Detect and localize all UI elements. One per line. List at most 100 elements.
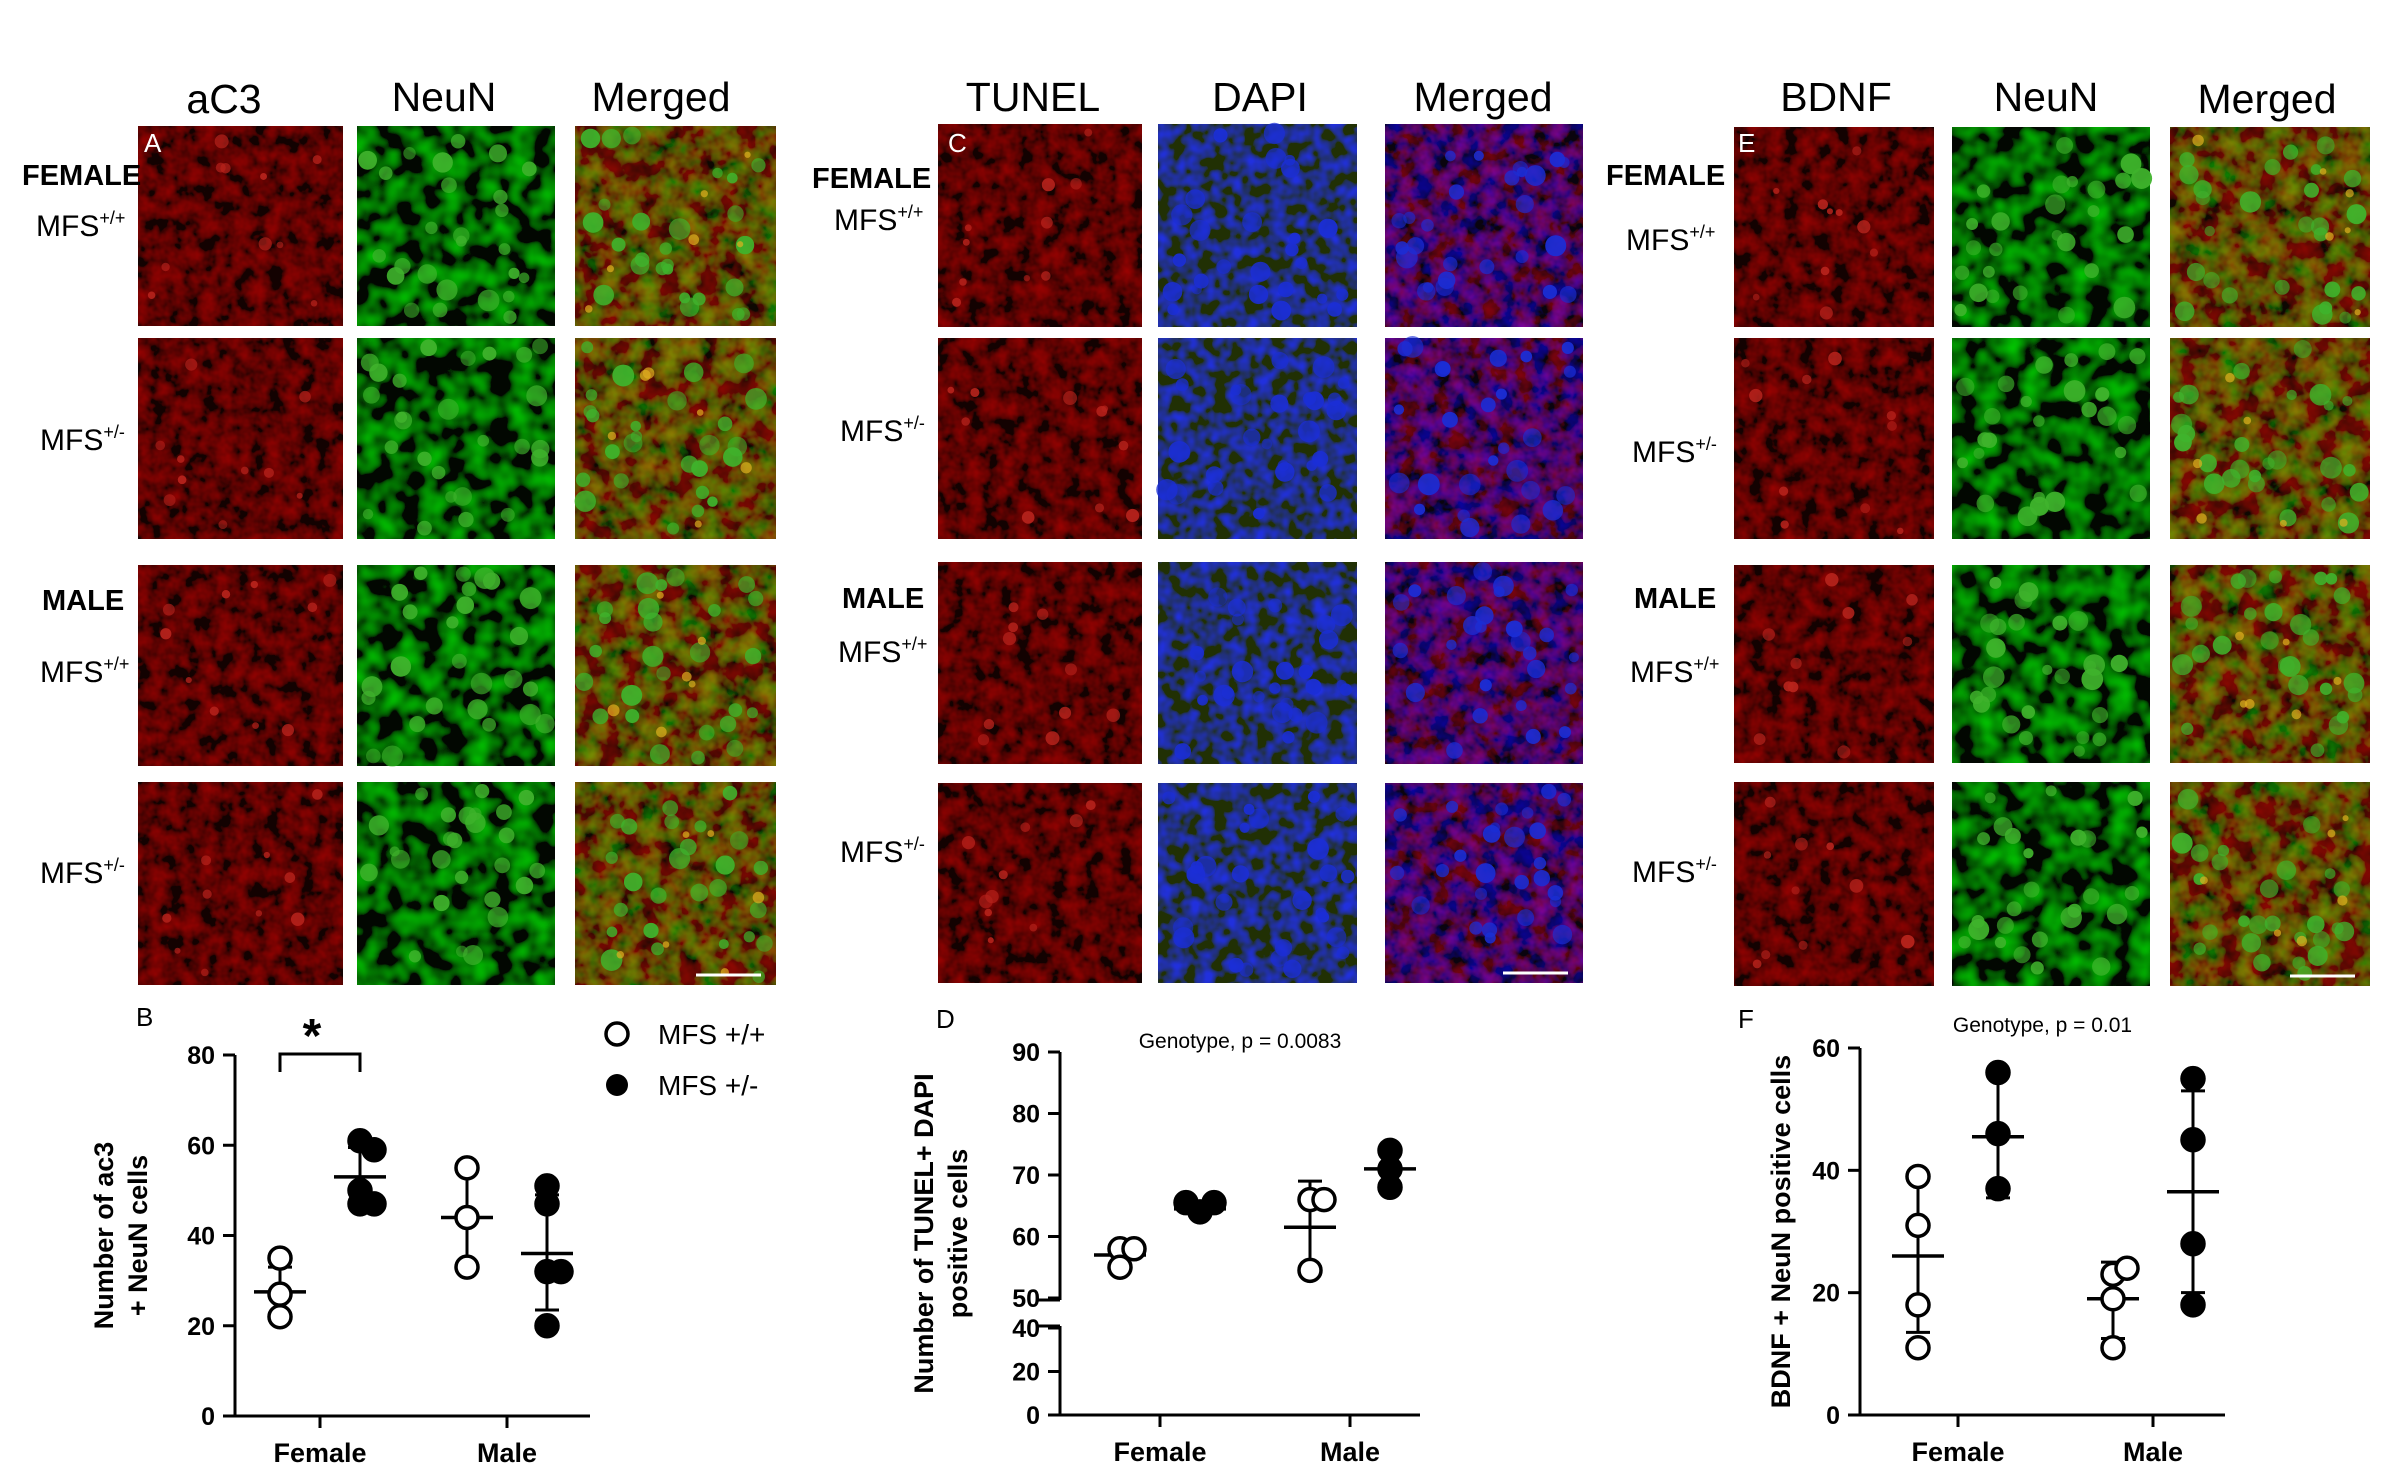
- legend: MFS +/+ MFS +/-: [604, 1019, 765, 1101]
- panel-letter-e: E: [1738, 128, 1755, 158]
- data-point: [2180, 1065, 2206, 1092]
- sex-label: MALE: [42, 585, 124, 617]
- micrograph-tile: [938, 783, 1142, 983]
- y-tick-label: 20: [1012, 1359, 1040, 1387]
- panel-letter-a: A: [144, 128, 162, 158]
- x-category-label: Male: [477, 1438, 537, 1466]
- genotype-label: MFS+/-: [840, 413, 925, 448]
- column-header: Merged: [591, 74, 730, 120]
- panel-c-column-headers: TUNEL DAPI Merged: [966, 74, 1553, 120]
- data-point: [454, 1155, 480, 1181]
- y-tick-label: 50: [1012, 1285, 1040, 1313]
- micrograph-tile: [1385, 336, 1583, 539]
- y-axis-label: Number of TUNEL+ DAPI: [909, 1073, 939, 1393]
- data-point: [2180, 1292, 2206, 1318]
- stat-annotation: Genotype, p = 0.01: [1953, 1014, 2132, 1037]
- data-point: [1985, 1120, 2011, 1147]
- data-point: [548, 1258, 574, 1285]
- genotype-label: MFS+/+: [1630, 654, 1719, 689]
- genotype-label: MFS+/+: [40, 654, 129, 689]
- data-point: [1173, 1189, 1199, 1216]
- chart-f: 0 20 40 60 Female Male BDNF + NeuN positive ce…: [1766, 1014, 2225, 1466]
- data-point: [534, 1313, 560, 1339]
- y-tick-label: 0: [201, 1403, 215, 1431]
- genotype-label: MFS+/-: [1632, 854, 1717, 889]
- panel-e-row-labels: FEMALE MFS+/+ MFS+/- MALE MFS+/+ MFS+/-: [1606, 160, 1725, 889]
- x-category-label: Female: [1911, 1437, 2004, 1466]
- data-point: [267, 1303, 293, 1330]
- micrograph-tile: [938, 338, 1142, 539]
- sex-label: FEMALE: [812, 163, 931, 195]
- micrograph-tile: [1734, 565, 1934, 763]
- micrograph-tile: [1385, 783, 1583, 983]
- legend-label: MFS +/-: [658, 1070, 758, 1101]
- y-tick-label: 40: [1812, 1157, 1840, 1185]
- legend-marker-open: [604, 1021, 630, 1047]
- y-axis-label: + NeuN cells: [123, 1155, 153, 1316]
- y-axis: 0 20 40 60 80: [187, 1042, 237, 1431]
- micrograph-tile: [138, 565, 343, 766]
- data-point: [1121, 1236, 1147, 1262]
- legend-marker-filled: [606, 1074, 628, 1096]
- column-header: BDNF: [1780, 74, 1892, 120]
- y-tick-label: 40: [187, 1223, 215, 1251]
- sex-label: FEMALE: [1606, 160, 1725, 192]
- column-header: NeuN: [392, 74, 497, 120]
- y-axis: 0 20 40 60: [1812, 1035, 1862, 1430]
- column-header: Merged: [1413, 74, 1552, 120]
- panel-a-image-grid: [138, 126, 776, 985]
- panel-letter-f: F: [1738, 1004, 1754, 1034]
- micrograph-tile: [1734, 338, 1934, 539]
- data-point: [454, 1204, 480, 1231]
- y-tick-label: 80: [1012, 1101, 1040, 1129]
- micrograph-tile: [2170, 338, 2370, 539]
- data-point: [2100, 1334, 2126, 1361]
- genotype-label: MFS+/-: [1632, 434, 1717, 469]
- micrograph-tile: [1952, 782, 2150, 986]
- data-point: [1297, 1257, 1323, 1284]
- genotype-label: MFS+/-: [40, 855, 125, 890]
- micrograph-tile: [1385, 124, 1583, 327]
- micrograph-tile: [2170, 782, 2370, 986]
- x-category-label: Female: [273, 1438, 366, 1466]
- y-tick-label: 0: [1826, 1402, 1840, 1430]
- data-point: [1985, 1059, 2011, 1086]
- micrograph-tile: [357, 565, 555, 767]
- micrograph-tile: [1158, 122, 1357, 327]
- genotype-label: MFS+/+: [834, 202, 923, 237]
- significance-star: *: [303, 1010, 322, 1063]
- data-point: [1905, 1212, 1931, 1239]
- panel-e-image-grid: [1734, 127, 2370, 986]
- y-tick-label: 20: [1812, 1280, 1840, 1308]
- micrograph-tile: [1734, 782, 1934, 986]
- y-axis-label: positive cells: [943, 1149, 973, 1319]
- series-mfs-het: [1173, 1137, 1416, 1225]
- chart-b: 0 20 40 60 80 Female Male Number of ac3 + NeuN c…: [89, 1010, 590, 1466]
- column-header: DAPI: [1212, 74, 1308, 120]
- data-point: [2180, 1230, 2206, 1257]
- micrograph-tile: [575, 565, 776, 766]
- series-mfs-het: [1972, 1059, 2219, 1318]
- data-point: [267, 1281, 293, 1307]
- column-header: NeuN: [1994, 74, 2099, 120]
- genotype-label: MFS+/+: [838, 634, 927, 669]
- y-tick-label: 60: [1012, 1224, 1040, 1252]
- x-category-label: Female: [1113, 1437, 1206, 1466]
- genotype-label: MFS+/-: [40, 422, 125, 457]
- panel-a-column-headers: aC3 NeuN Merged: [186, 74, 730, 122]
- micrograph-tile: [1158, 562, 1357, 764]
- y-tick-label: 40: [1012, 1315, 1040, 1343]
- micrograph-tile: [575, 126, 776, 326]
- panel-c-row-labels: FEMALE MFS+/+ MFS+/- MALE MFS+/+ MFS+/-: [812, 163, 931, 869]
- y-axis-label: BDNF + NeuN positive cells: [1766, 1055, 1796, 1408]
- panel-letter-d: D: [936, 1004, 955, 1034]
- y-tick-label: 60: [1812, 1035, 1840, 1063]
- micrograph-tile: [1952, 127, 2153, 327]
- micrograph-tile: [357, 782, 555, 985]
- column-header: Merged: [2197, 76, 2336, 122]
- x-category-label: Male: [2123, 1437, 2183, 1466]
- micrograph-tile: [938, 124, 1142, 327]
- micrograph-tile: [2170, 127, 2370, 327]
